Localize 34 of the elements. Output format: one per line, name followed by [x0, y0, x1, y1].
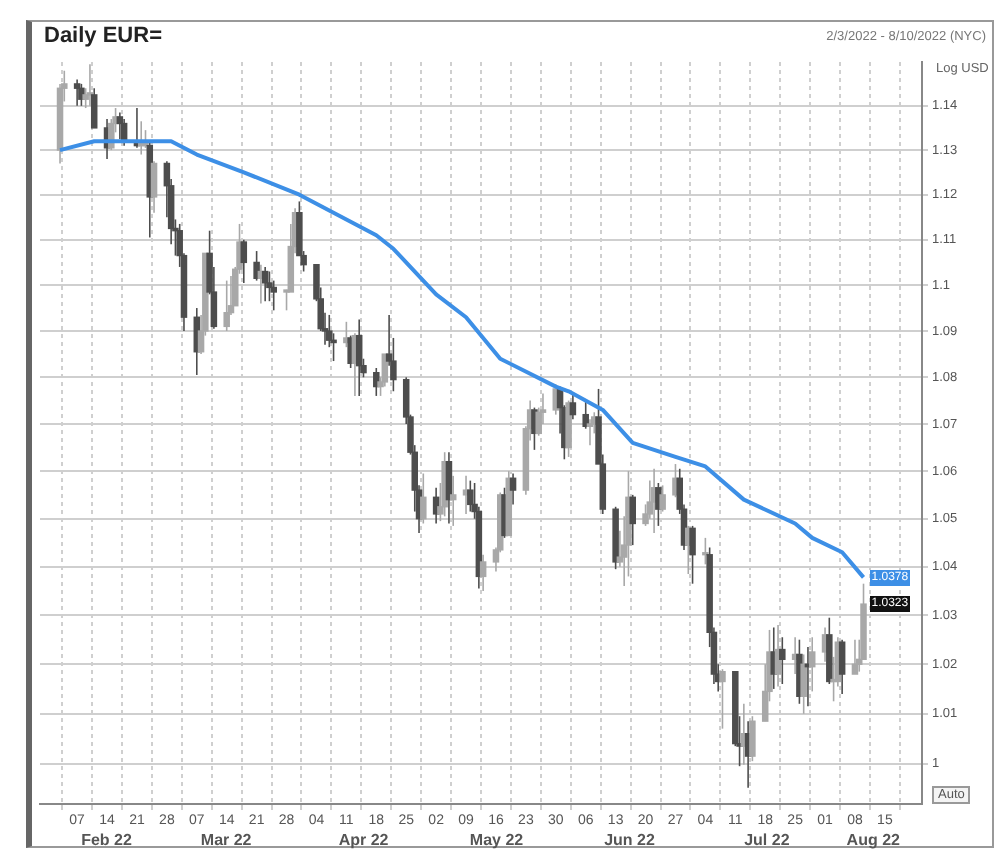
candlestick — [629, 494, 636, 546]
candlestick — [420, 472, 427, 525]
candlestick — [779, 636, 786, 685]
candlestick — [800, 653, 807, 715]
candlestick — [582, 399, 589, 430]
x2-tick-label: Jul 22 — [744, 830, 791, 849]
x2-tick-label: Jun 22 — [604, 830, 656, 849]
candlestick — [73, 78, 81, 107]
candlestick — [150, 160, 158, 214]
chart-title: Daily EUR= — [44, 24, 162, 48]
candlestick — [90, 87, 98, 129]
candlestick — [449, 475, 457, 527]
x2-tick-label: May 22 — [469, 830, 525, 849]
candlestick — [467, 479, 474, 513]
candlestick — [86, 63, 94, 107]
x2-tick-label: Mar 22 — [200, 830, 253, 849]
candlestick — [355, 318, 363, 397]
candlestick — [565, 399, 572, 458]
x2-tick-label: Apr 22 — [338, 830, 390, 849]
x2-tick-label: Feb 22 — [81, 830, 133, 849]
candlestick — [838, 638, 846, 695]
candlestick — [223, 279, 230, 332]
candlestick — [808, 636, 816, 693]
candlestick — [270, 279, 277, 312]
candlestick — [569, 392, 577, 421]
candlestick — [253, 250, 260, 282]
candlestick — [266, 270, 273, 302]
candlestick — [509, 472, 517, 506]
candlestick — [749, 715, 756, 762]
candlestick — [719, 668, 726, 730]
candlestick — [479, 553, 487, 592]
candlestick — [659, 484, 666, 513]
candlestick — [240, 238, 248, 284]
x2-tick-label: Aug 22 — [846, 830, 902, 849]
